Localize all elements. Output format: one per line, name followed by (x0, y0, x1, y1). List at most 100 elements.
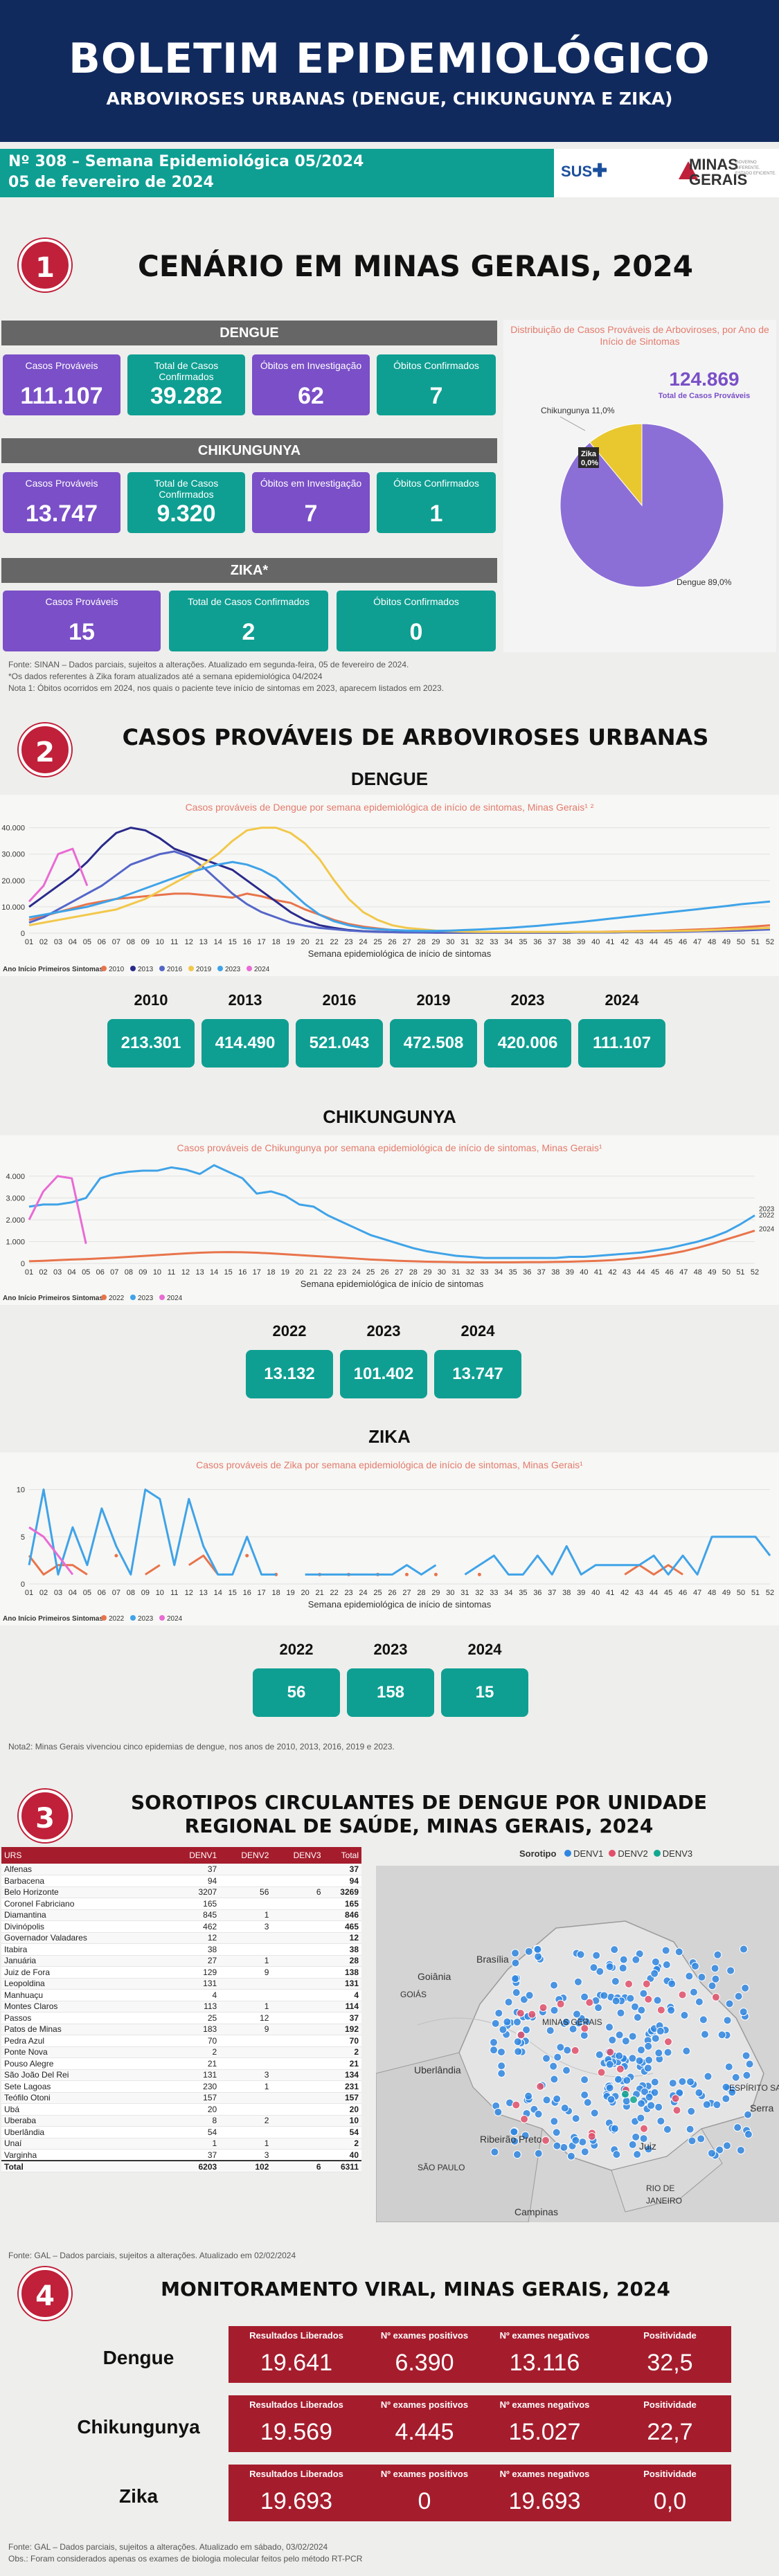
x-tick-label: 05 (83, 938, 91, 946)
map-point-denv1 (686, 2078, 695, 2087)
map-point-denv1 (510, 2136, 519, 2145)
x-tick-label: 38 (562, 1589, 571, 1597)
map-point-denv1 (741, 1983, 750, 1992)
bulletin-header: BOLETIM EPIDEMIOLÓGICO ARBOVIROSES URBAN… (0, 0, 779, 142)
x-tick-label: 09 (141, 938, 150, 946)
map-point-denv1 (668, 2079, 677, 2088)
monitor-header: Positividade (643, 2330, 697, 2341)
urs-cell (271, 2012, 324, 2024)
x-tick-label: 46 (679, 938, 687, 946)
urs-cell (271, 2069, 324, 2081)
map-point-denv1 (607, 2095, 616, 2104)
table-row: Unaí 1 1 2 (1, 2138, 361, 2150)
map-point-denv1 (600, 1991, 609, 2000)
x-tick-label: 33 (490, 1589, 498, 1597)
section-4-source: Fonte: GAL – Dados parciais, sujeitos a … (8, 2542, 363, 2564)
map-point-denv1 (490, 2038, 499, 2047)
x-tick-label: 44 (650, 1589, 658, 1597)
map-legend: Sorotipo DENV1 DENV2 DENV3 (519, 1848, 692, 1859)
urs-cell (271, 2024, 324, 2035)
legend-label-2023: 2023 (138, 1295, 154, 1302)
urs-col-header[interactable]: DENV1 (168, 1847, 220, 1864)
serotype-map[interactable]: Brasília GOIÁS Goiânia MINAS GERAIS Uberlând… (376, 1866, 779, 2222)
map-point-denv1 (717, 2030, 726, 2039)
urs-col-header[interactable]: URS (1, 1847, 168, 1864)
map-point-denv1 (580, 2147, 589, 2156)
map-place-label: RIO DE (646, 2183, 674, 2193)
map-point-denv1 (644, 2042, 653, 2051)
map-point-denv1 (534, 1952, 543, 1961)
x-tick-label: 32 (475, 1589, 483, 1597)
x-tick-label: 15 (224, 1268, 233, 1277)
x-tick-label: 41 (606, 1589, 614, 1597)
x-axis-label: Semana epidemiológica de início de sinto… (301, 1279, 484, 1289)
urs-cell: 54 (323, 2126, 361, 2138)
map-point-denv1 (605, 2023, 614, 2032)
viral-monitoring: Dengue Resultados Liberados 19.641 Nº exame… (0, 2326, 779, 2541)
x-tick-label: 50 (737, 938, 745, 946)
map-point-denv1 (668, 1979, 677, 1988)
section-2-title: CASOS PROVÁVEIS DE ARBOVIROSES URBANAS (122, 724, 709, 750)
urs-cell: 94 (168, 1875, 220, 1887)
map-point-denv1 (490, 2046, 499, 2055)
map-legend-item-denv1[interactable]: DENV1 (564, 1848, 603, 1859)
map-point-denv1 (512, 2150, 521, 2159)
monitor-header: Positividade (643, 2469, 697, 2479)
x-tick-label: 48 (708, 938, 716, 946)
legend-swatch-2024 (159, 1295, 165, 1300)
x-tick-label: 41 (606, 938, 614, 946)
x-tick-label: 13 (199, 1589, 208, 1597)
x-tick-label: 11 (170, 938, 178, 946)
table-row: Juiz de Fora 129 9 138 (1, 1966, 361, 1979)
x-tick-label: 49 (722, 938, 731, 946)
urs-col-header[interactable]: Total (323, 1847, 361, 1864)
urs-cell (271, 1864, 324, 1875)
series-point-2022 (404, 1572, 409, 1576)
map-point-denv1 (524, 2091, 533, 2100)
zika-casos-provaveis-box: Casos Prováveis 15 (3, 591, 161, 651)
x-tick-label: 06 (96, 1268, 105, 1277)
x-tick-label: 48 (708, 1589, 716, 1597)
x-tick-label: 35 (519, 938, 527, 946)
urs-cell: 3207 (168, 1886, 220, 1898)
map-point-denv1 (514, 2047, 523, 2056)
urs-cell: 38 (323, 1943, 361, 1956)
urs-cell (220, 2092, 272, 2104)
urs-cell: 20 (168, 2103, 220, 2116)
map-point-denv1 (745, 2060, 754, 2069)
x-tick-label: 11 (170, 1589, 178, 1597)
urs-col-header[interactable]: DENV3 (271, 1847, 324, 1864)
x-tick-label: 37 (548, 938, 556, 946)
map-point-denv1 (686, 2125, 695, 2134)
dengue-casos-provaveis-box: Casos Prováveis 111.107 (3, 354, 120, 415)
urs-cell: 165 (168, 1898, 220, 1910)
map-point-denv1 (542, 2096, 551, 2105)
map-point-denv1 (636, 2046, 645, 2055)
urs-name: Unaí (1, 2138, 168, 2150)
map-point-denv1 (662, 1960, 671, 1969)
x-tick-label: 04 (69, 938, 77, 946)
x-tick-label: 04 (69, 1589, 77, 1597)
pie-zika-label-bg (578, 447, 599, 468)
x-tick-label: 32 (466, 1268, 474, 1277)
mg-triangle-icon (679, 161, 698, 179)
x-tick-label: 08 (127, 1589, 135, 1597)
map-legend-dot-icon (653, 1850, 661, 1857)
x-tick-label: 17 (253, 1268, 261, 1277)
urs-col-header[interactable]: DENV2 (220, 1847, 272, 1864)
urs-cell (220, 1978, 272, 1990)
monitor-value: 13.116 (509, 2350, 580, 2376)
urs-name: Ponte Nova (1, 2046, 168, 2058)
section-3-source: Fonte: GAL – Dados parciais, sujeitos a … (8, 2251, 296, 2260)
map-point-denv1 (641, 2087, 650, 2096)
table-row: Belo Horizonte 3207 56 6 3269 (1, 1886, 361, 1898)
map-legend-item-denv2[interactable]: DENV2 (609, 1848, 648, 1859)
x-tick-label: 24 (359, 938, 367, 946)
map-point-denv1 (654, 2102, 663, 2111)
map-point-denv1 (542, 2054, 551, 2063)
map-point-denv1 (697, 1972, 706, 1981)
urs-cell: 1 (220, 2080, 272, 2093)
map-legend-item-denv3[interactable]: DENV3 (653, 1848, 692, 1859)
x-tick-label: 25 (366, 1268, 375, 1277)
map-point-denv1 (611, 1976, 620, 1985)
